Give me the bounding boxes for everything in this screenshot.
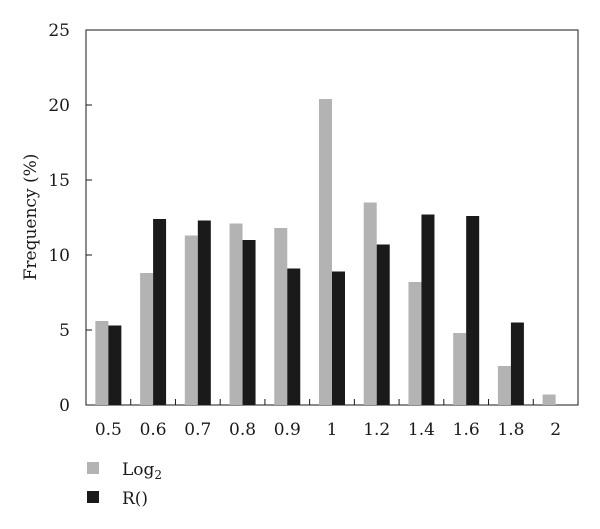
bar-r-0.7 bbox=[197, 220, 211, 405]
bar-r-0.9 bbox=[287, 268, 301, 405]
y-tick-label: 0 bbox=[59, 396, 70, 416]
x-tick-label: 0.8 bbox=[229, 420, 256, 440]
bar-log2-1.4 bbox=[408, 282, 422, 405]
legend-label-log2: Log2 bbox=[122, 460, 162, 482]
bar-r-1.8 bbox=[510, 322, 524, 405]
y-axis: 0 5 10 15 20 25 bbox=[48, 21, 92, 416]
bar-r-1 bbox=[332, 271, 345, 405]
legend: Log2 R() bbox=[87, 460, 162, 509]
bar-r-1.4 bbox=[421, 214, 435, 405]
legend-label-r: R() bbox=[122, 489, 148, 509]
legend-label-log2-base: Log bbox=[122, 460, 155, 480]
bar-log2-1.8 bbox=[497, 366, 511, 405]
y-axis-title: Frequency (%) bbox=[21, 154, 41, 281]
bar-r-1.2 bbox=[376, 244, 390, 405]
y-tick-label: 25 bbox=[48, 21, 70, 41]
x-tick-label: 0.5 bbox=[95, 420, 122, 440]
y-tick-label: 20 bbox=[48, 96, 70, 116]
bar-log2-0.6 bbox=[140, 273, 154, 405]
bar-r-0.5 bbox=[108, 325, 122, 405]
x-tick-label: 1.2 bbox=[363, 420, 390, 440]
x-tick-label: 2 bbox=[550, 420, 561, 440]
bar-log2-1.2 bbox=[363, 202, 377, 405]
x-tick-label: 0.9 bbox=[274, 420, 301, 440]
x-tick-label: 1.6 bbox=[453, 420, 480, 440]
bar-log2-1.6 bbox=[453, 333, 467, 405]
y-tick-label: 10 bbox=[48, 246, 70, 266]
bar-log2-2 bbox=[542, 394, 556, 405]
x-tick-label: 1.4 bbox=[408, 420, 435, 440]
bar-r-1.6 bbox=[466, 216, 480, 405]
bar-r-0.8 bbox=[242, 240, 256, 405]
legend-label-log2-subscript: 2 bbox=[154, 468, 162, 482]
bar-log2-0.8 bbox=[229, 223, 243, 405]
bar-log2-0.7 bbox=[184, 235, 198, 405]
y-tick-label: 5 bbox=[59, 321, 70, 341]
bar-log2-0.9 bbox=[274, 228, 288, 405]
x-tick-label: 0.7 bbox=[184, 420, 211, 440]
x-tick-label: 0.6 bbox=[140, 420, 167, 440]
legend-swatch-log2 bbox=[87, 462, 99, 474]
bars-group bbox=[95, 99, 556, 405]
bar-r-0.6 bbox=[153, 219, 167, 405]
y-tick-label: 15 bbox=[48, 171, 70, 191]
bar-log2-0.5 bbox=[95, 321, 109, 405]
x-axis: 0.5 0.6 0.7 0.8 0.9 1 1.2 1.4 1.6 1.8 2 bbox=[85, 399, 579, 440]
x-tick-label: 1 bbox=[327, 420, 338, 440]
bar-log2-1 bbox=[319, 99, 332, 405]
x-tick-label: 1.8 bbox=[497, 420, 524, 440]
legend-swatch-r bbox=[87, 491, 99, 503]
